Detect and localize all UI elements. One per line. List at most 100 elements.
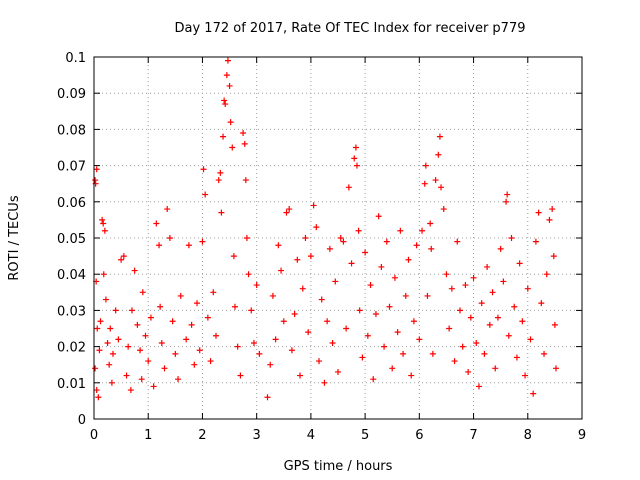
data-point bbox=[147, 314, 154, 321]
data-point bbox=[457, 307, 463, 314]
data-point bbox=[222, 101, 229, 108]
data-point bbox=[550, 253, 557, 260]
data-point bbox=[224, 57, 231, 64]
data-point bbox=[362, 249, 369, 256]
data-point bbox=[504, 191, 511, 198]
data-point bbox=[291, 311, 298, 318]
data-point bbox=[432, 177, 439, 184]
data-point bbox=[99, 216, 106, 223]
data-point bbox=[191, 361, 198, 368]
data-point bbox=[100, 220, 107, 227]
x-tick-label: 4 bbox=[307, 428, 315, 443]
data-point bbox=[356, 307, 363, 314]
data-point bbox=[172, 350, 179, 357]
data-point bbox=[102, 296, 109, 303]
data-point bbox=[405, 256, 412, 263]
data-point bbox=[93, 387, 100, 394]
data-point bbox=[394, 329, 401, 336]
data-point bbox=[125, 343, 132, 350]
data-point bbox=[416, 336, 423, 343]
data-point bbox=[242, 177, 249, 184]
data-point bbox=[332, 278, 339, 285]
data-point bbox=[427, 220, 434, 227]
grid bbox=[94, 57, 582, 419]
y-tick-label: 0.07 bbox=[57, 160, 86, 175]
data-point bbox=[231, 303, 238, 310]
data-point bbox=[112, 307, 119, 314]
y-tick-labels: 0 0.01 0.02 0.03 0.04 0.05 0.06 0.07 0.08 0.09 0.1 bbox=[57, 51, 86, 428]
data-point bbox=[383, 238, 390, 245]
data-point bbox=[150, 383, 157, 390]
data-point bbox=[389, 365, 396, 372]
data-point bbox=[158, 339, 165, 346]
data-point bbox=[294, 256, 301, 263]
data-point bbox=[185, 242, 192, 249]
data-point bbox=[486, 321, 493, 328]
data-point bbox=[435, 151, 442, 158]
data-point bbox=[397, 227, 404, 234]
y-tick-label: 0 bbox=[78, 413, 86, 428]
data-point bbox=[364, 332, 371, 339]
data-point bbox=[353, 162, 360, 169]
data-point bbox=[183, 336, 190, 343]
data-point bbox=[489, 289, 496, 296]
data-point bbox=[429, 350, 436, 357]
data-point bbox=[269, 292, 276, 299]
data-point bbox=[465, 368, 472, 375]
data-point bbox=[223, 72, 230, 79]
data-point bbox=[166, 235, 173, 241]
data-point bbox=[546, 216, 553, 223]
data-point bbox=[345, 184, 352, 191]
y-tick-label: 0.04 bbox=[57, 268, 86, 283]
data-point bbox=[505, 332, 512, 339]
data-point bbox=[104, 339, 111, 346]
data-point bbox=[497, 245, 504, 252]
data-point bbox=[343, 325, 350, 332]
data-point bbox=[436, 133, 443, 140]
data-point bbox=[391, 274, 398, 281]
data-point bbox=[217, 169, 224, 176]
data-point bbox=[234, 343, 241, 350]
data-point bbox=[462, 282, 469, 289]
data-point bbox=[94, 325, 101, 332]
x-tick-label: 1 bbox=[144, 428, 152, 443]
data-point bbox=[139, 289, 146, 296]
data-point bbox=[194, 300, 201, 307]
data-point bbox=[359, 354, 366, 361]
data-point bbox=[250, 339, 257, 346]
data-point bbox=[400, 350, 407, 357]
data-point bbox=[370, 376, 377, 383]
data-point bbox=[473, 339, 480, 346]
data-point bbox=[137, 347, 144, 354]
data-point bbox=[313, 224, 320, 231]
data-point bbox=[188, 321, 195, 328]
y-axis-label: ROTI / TECUs bbox=[7, 195, 22, 280]
data-point bbox=[519, 318, 526, 325]
data-point bbox=[175, 376, 182, 383]
data-point bbox=[408, 372, 415, 379]
data-point bbox=[264, 394, 271, 401]
data-point bbox=[145, 358, 152, 365]
data-point bbox=[446, 325, 453, 332]
data-point bbox=[307, 253, 314, 260]
y-tick-label: 0.08 bbox=[57, 123, 86, 138]
data-point bbox=[267, 361, 274, 368]
y-tick-label: 0.01 bbox=[57, 377, 86, 392]
data-point bbox=[378, 263, 385, 270]
data-point bbox=[503, 198, 510, 205]
data-point bbox=[470, 274, 477, 281]
data-point bbox=[329, 339, 336, 346]
data-point bbox=[424, 292, 431, 299]
data-point bbox=[413, 242, 420, 249]
series-roti bbox=[92, 57, 559, 401]
x-tick-label: 6 bbox=[415, 428, 423, 443]
data-point bbox=[280, 318, 287, 325]
data-point bbox=[95, 394, 102, 401]
data-point bbox=[421, 180, 428, 187]
y-tick-label: 0.02 bbox=[57, 341, 86, 356]
data-point bbox=[240, 130, 247, 137]
data-point bbox=[210, 289, 217, 296]
data-point bbox=[204, 314, 211, 321]
data-point bbox=[100, 271, 107, 278]
